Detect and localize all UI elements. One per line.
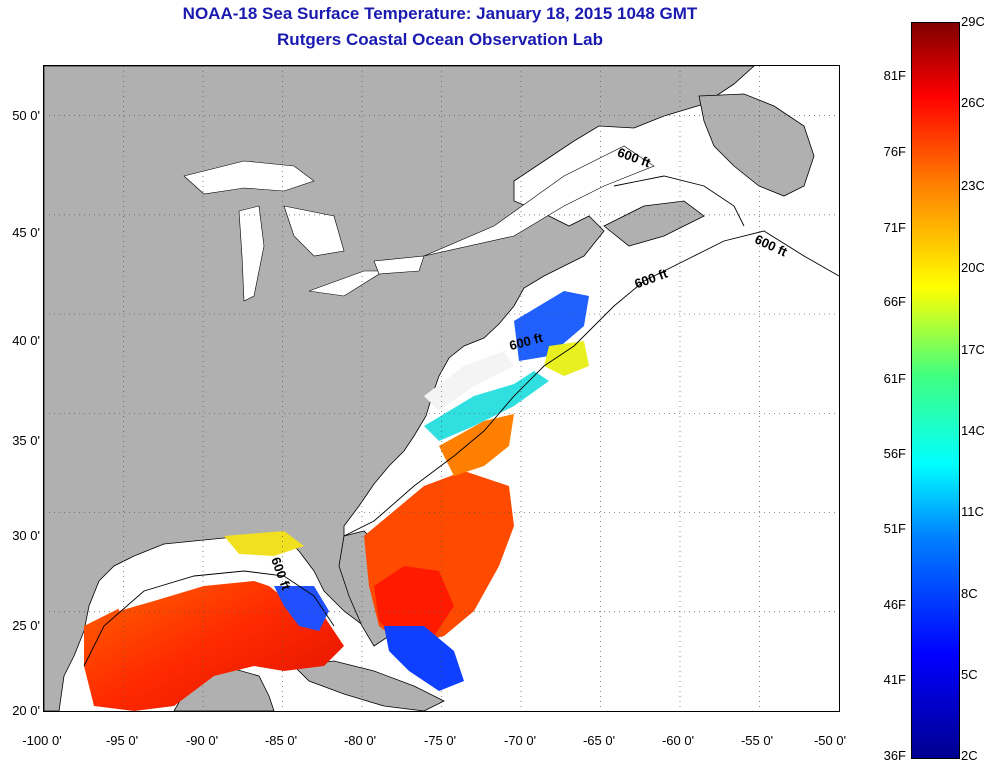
- colorbar-c-label: 17C: [961, 342, 984, 357]
- lat-tick-label: 45 0': [12, 225, 40, 240]
- lat-tick-label: 50 0': [12, 108, 40, 123]
- sst-gulf-stream-core: [374, 566, 454, 641]
- land: [44, 66, 815, 711]
- colorbar-f-label: 71F: [883, 220, 906, 235]
- chart-subtitle: Rutgers Coastal Ocean Observation Lab: [277, 30, 603, 49]
- sst-gulf-stream-north: [439, 414, 514, 476]
- cuba: [293, 660, 445, 711]
- colorbar-c-label: 14C: [961, 423, 984, 438]
- sst-gulf-warm: [84, 571, 344, 711]
- lat-tick-label: 30 0': [12, 528, 40, 543]
- lon-tick-label: -70 0': [503, 733, 537, 748]
- colorbar-c-label: 29C: [961, 14, 984, 29]
- great-lakes: [183, 145, 655, 302]
- colorbar-c-label: 8C: [961, 586, 978, 601]
- st-lawrence: [423, 145, 655, 257]
- sst-shelf-cyan: [424, 371, 549, 441]
- colorbar-f-label: 66F: [883, 294, 906, 309]
- colorbar-f-label: 41F: [883, 672, 906, 687]
- colorbar-f-label: 81F: [883, 68, 906, 83]
- colorbar-c-label: 5C: [961, 667, 978, 682]
- colorbar-c-label: 20C: [961, 260, 984, 275]
- sst-slope-yellow: [544, 341, 589, 376]
- lake-michigan: [238, 205, 265, 302]
- newfoundland: [698, 93, 815, 197]
- colorbar-f-label: 76F: [883, 144, 906, 159]
- map-canvas: [44, 66, 839, 711]
- colorbar-c-label: 2C: [961, 748, 978, 763]
- temperature-colorbar: [911, 22, 960, 759]
- colorbar-c-label: 23C: [961, 178, 984, 193]
- sst-coastal-white: [424, 351, 514, 411]
- colorbar-c-label: 11C: [961, 504, 984, 519]
- sst-bahamas-blue: [384, 626, 464, 691]
- chart-title: NOAA-18 Sea Surface Temperature: January…: [182, 4, 698, 23]
- lake-superior: [183, 160, 315, 195]
- sst-gulf-cool: [114, 554, 294, 611]
- colorbar-f-label: 56F: [883, 446, 906, 461]
- lat-tick-label: 40 0': [12, 333, 40, 348]
- lon-tick-label: -60 0': [661, 733, 695, 748]
- lat-tick-label: 20 0': [12, 703, 40, 718]
- nova-scotia: [603, 200, 705, 247]
- lat-tick-label: 35 0': [12, 433, 40, 448]
- lon-tick-label: -100 0': [22, 733, 62, 748]
- colorbar-c-label: 26C: [961, 95, 984, 110]
- lon-tick-label: -90 0': [185, 733, 219, 748]
- isobath-600ft: [83, 175, 839, 667]
- lon-tick-label: -50 0': [813, 733, 847, 748]
- sst-gulf-shelf-yellow: [224, 531, 304, 556]
- sst-map[interactable]: 600 ft 600 ft 600 ft 600 ft 600 ft: [43, 65, 840, 712]
- lake-ontario: [373, 255, 425, 275]
- lon-tick-label: -95 0': [105, 733, 139, 748]
- colorbar-f-label: 46F: [883, 597, 906, 612]
- lat-tick-label: 25 0': [12, 618, 40, 633]
- lon-tick-label: -75 0': [423, 733, 457, 748]
- lake-huron: [283, 205, 345, 257]
- lon-tick-label: -85 0': [264, 733, 298, 748]
- colorbar-f-label: 61F: [883, 371, 906, 386]
- colorbar-f-label: 36F: [883, 748, 906, 763]
- colorbar-f-label: 51F: [883, 521, 906, 536]
- north-america-land: [44, 66, 755, 711]
- sst-mid-atlantic-blue: [514, 291, 589, 361]
- lon-tick-label: -80 0': [343, 733, 377, 748]
- lon-tick-label: -55 0': [740, 733, 774, 748]
- lon-tick-label: -65 0': [582, 733, 616, 748]
